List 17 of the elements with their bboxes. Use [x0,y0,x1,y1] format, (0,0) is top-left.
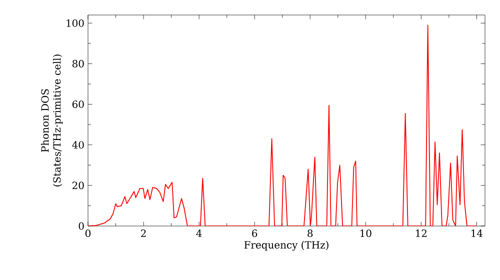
x-tick-label: 6 [252,230,258,238]
y-tick-label: 100 [66,19,84,27]
x-tick-label: 4 [196,230,202,237]
y-tick-label: 60 [72,100,84,108]
y-tick-label: 20 [72,182,84,190]
x-tick-label: 12 [416,230,427,237]
x-tick-label: 14 [472,230,483,237]
x-tick-label: 0 [85,230,91,238]
x-tick-label: 2 [141,230,146,237]
y-tick-label: 80 [72,60,84,68]
y-axis-title: Phonon DOS (States/THz·primitive cell) [41,54,63,186]
y-tick-label: 40 [72,141,84,149]
x-tick-label: 10 [360,230,372,238]
y-tick-label: 0 [78,222,84,230]
x-axis-title: Frequency (THz) [244,240,328,251]
line-series [88,24,478,226]
x-tick-label: 8 [308,230,313,238]
